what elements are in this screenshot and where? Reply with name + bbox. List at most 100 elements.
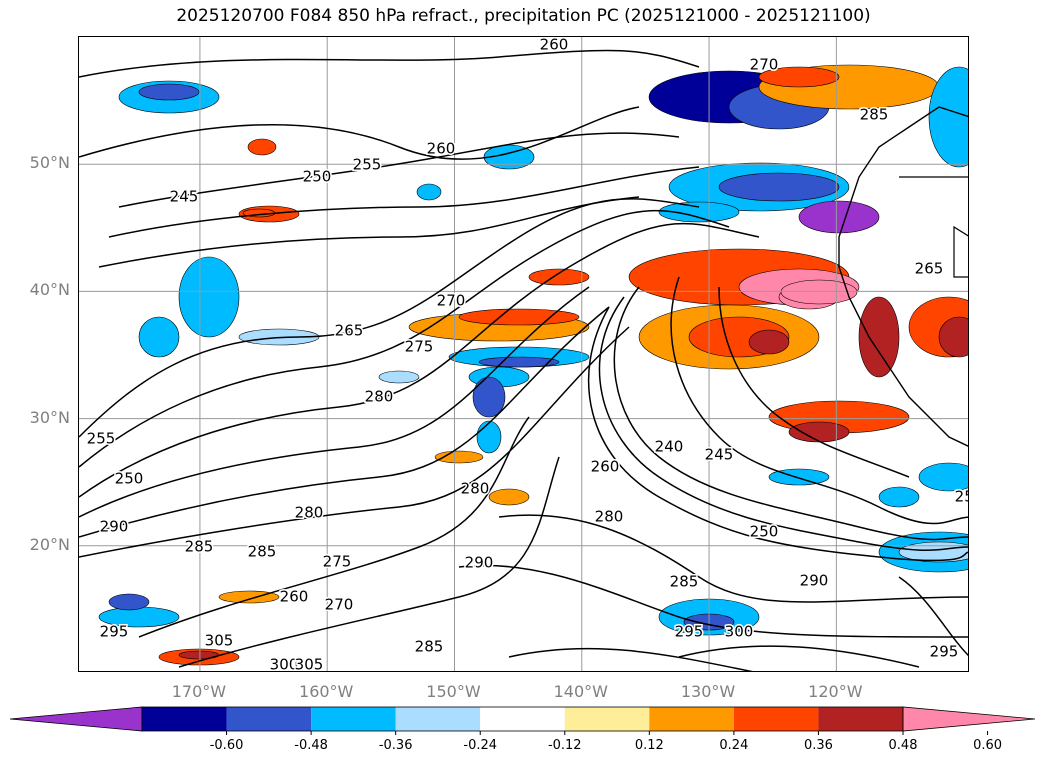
latitude-label: 20°N bbox=[29, 534, 70, 554]
precip-area bbox=[788, 421, 850, 443]
contour-line bbox=[79, 326, 630, 558]
coastline bbox=[838, 106, 968, 447]
contour-line bbox=[898, 576, 968, 657]
contour-label: 270 bbox=[437, 292, 466, 310]
precip-area bbox=[928, 66, 968, 168]
colorbar-tick-label: -0.24 bbox=[463, 738, 498, 753]
longitude-label: 150°W bbox=[426, 682, 481, 701]
precip-area bbox=[472, 376, 506, 418]
colorbar-tick-label: 0.24 bbox=[719, 738, 749, 753]
map-canvas: 260 270 285 260 250 255 245 270 265 275 280 255 250 2… bbox=[79, 37, 969, 673]
contour-label: 250 bbox=[115, 470, 144, 488]
precip-area bbox=[718, 172, 840, 202]
contour-label: 265 bbox=[915, 260, 944, 278]
colorbar-tick-label: -0.12 bbox=[547, 738, 582, 753]
contour-labels: 260 270 285 260 250 255 245 270 265 275 280 255 250 2… bbox=[85, 37, 969, 673]
precip-area bbox=[247, 138, 277, 156]
precip-area bbox=[918, 462, 968, 492]
precipitation-shading bbox=[98, 64, 968, 666]
colorbar bbox=[10, 706, 1036, 735]
colorbar-segment bbox=[818, 707, 903, 731]
precip-area bbox=[458, 308, 580, 326]
longitude-label: 140°W bbox=[553, 682, 608, 701]
contour-line bbox=[79, 198, 700, 438]
contour-label: 240 bbox=[655, 438, 684, 456]
latitude-label: 30°N bbox=[29, 407, 70, 427]
contour-label: 295 bbox=[100, 623, 129, 641]
map-panel: 260 270 285 260 250 255 245 270 265 275 280 255 250 2… bbox=[78, 36, 969, 672]
colorbar-segment bbox=[649, 707, 734, 731]
precip-area bbox=[798, 200, 880, 234]
colorbar-tick-label: 0.48 bbox=[888, 738, 918, 753]
contour-label: 285 bbox=[415, 638, 444, 656]
precip-area bbox=[878, 486, 920, 508]
contour-label: 245 bbox=[705, 446, 734, 464]
contour-label: 260 bbox=[280, 588, 309, 606]
latitude-label: 50°N bbox=[29, 153, 70, 173]
precip-area bbox=[938, 316, 968, 358]
contour-line bbox=[598, 296, 968, 552]
contour-label: 300 bbox=[725, 623, 754, 641]
contour-line bbox=[79, 49, 700, 78]
contour-label: 280 bbox=[365, 388, 394, 406]
contour-label: 280 bbox=[295, 504, 324, 522]
precip-area bbox=[138, 316, 180, 358]
contour-line bbox=[79, 106, 640, 160]
precip-area bbox=[780, 279, 858, 305]
contour-label: 290 bbox=[100, 518, 129, 536]
precip-area bbox=[658, 201, 740, 223]
contour-label: 300 bbox=[270, 656, 299, 673]
contour-label: 245 bbox=[170, 188, 199, 206]
colorbar-segment bbox=[733, 707, 819, 731]
contour-label: 290 bbox=[465, 554, 494, 572]
longitude-label: 130°W bbox=[680, 682, 736, 701]
contour-line bbox=[508, 647, 753, 671]
contour-label: 295 bbox=[930, 643, 959, 661]
precip-area bbox=[898, 541, 968, 563]
precip-area bbox=[218, 590, 280, 604]
contour-label: 260 bbox=[540, 37, 569, 54]
longitude-label: 170°W bbox=[171, 682, 227, 701]
precip-area bbox=[416, 183, 442, 201]
colorbar-tick-label: 0.36 bbox=[803, 738, 833, 753]
longitude-label: 160°W bbox=[299, 682, 354, 701]
contour-line bbox=[498, 514, 968, 603]
precip-area bbox=[378, 370, 420, 384]
colorbar-segment bbox=[395, 707, 481, 731]
contour-label: 275 bbox=[323, 553, 352, 571]
contour-label: 250 bbox=[750, 523, 779, 541]
colorbar-tick-label: 0.12 bbox=[634, 738, 664, 753]
contour-label: 270 bbox=[325, 596, 354, 614]
precip-area bbox=[178, 256, 240, 338]
precip-area bbox=[528, 268, 590, 286]
border-path bbox=[953, 225, 968, 278]
contour-label: 280 bbox=[595, 508, 624, 526]
contour-label: 285 bbox=[248, 543, 277, 561]
precip-area bbox=[138, 83, 200, 101]
colorbar-segment bbox=[226, 707, 312, 731]
precip-area bbox=[758, 66, 840, 88]
colorbar-segment bbox=[480, 707, 565, 731]
colorbar-frame bbox=[141, 706, 904, 732]
precip-area bbox=[858, 296, 900, 378]
contour-line bbox=[79, 306, 610, 538]
contour-label: 250 bbox=[955, 488, 969, 506]
contour-line bbox=[458, 564, 968, 638]
colorbar-tick-label: -0.36 bbox=[378, 738, 413, 753]
precip-area bbox=[488, 488, 530, 506]
contour-label: 285 bbox=[185, 538, 214, 556]
colorbar-segment bbox=[311, 707, 396, 731]
contour-label: 255 bbox=[353, 156, 382, 174]
contour-label: 260 bbox=[591, 458, 620, 476]
colorbar-tick-label: 0.60 bbox=[973, 738, 1003, 753]
colorbar-tick-label: -0.48 bbox=[294, 738, 328, 753]
latitude-label: 40°N bbox=[29, 280, 70, 300]
refractivity-contours bbox=[79, 49, 968, 671]
contour-label: 305 bbox=[295, 656, 324, 673]
contour-label: 255 bbox=[87, 430, 116, 448]
contour-label: 285 bbox=[860, 106, 889, 124]
contour-line bbox=[79, 286, 590, 518]
contour-label: 250 bbox=[303, 168, 332, 186]
longitude-label: 120°W bbox=[808, 682, 863, 701]
contour-label: 305 bbox=[205, 632, 234, 650]
